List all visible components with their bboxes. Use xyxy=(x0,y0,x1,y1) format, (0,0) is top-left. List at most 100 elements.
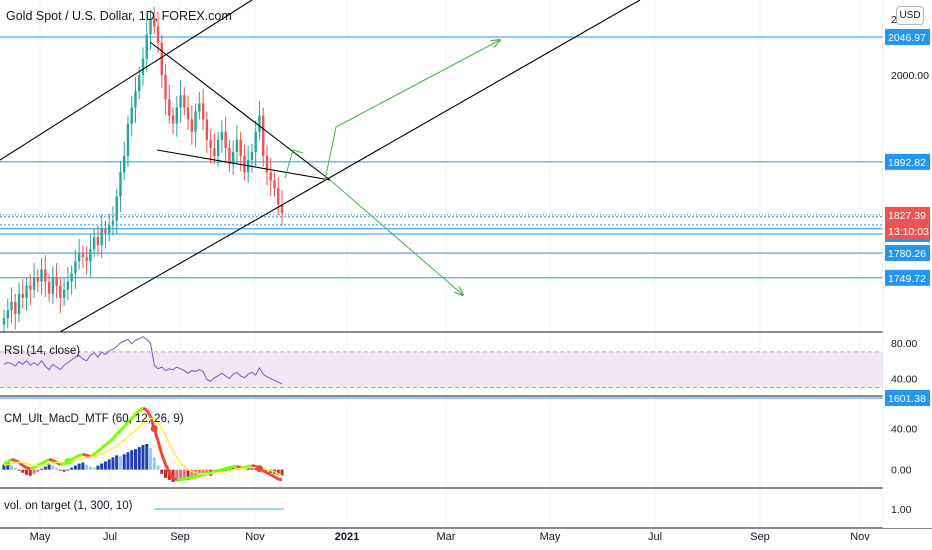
candle-body xyxy=(168,99,171,116)
macd-line-segment xyxy=(225,466,230,471)
candle-body xyxy=(171,115,175,124)
macd-line-segment xyxy=(108,437,114,444)
macd-histogram-bar xyxy=(81,462,85,470)
macd-line-segment xyxy=(7,458,13,463)
macd-line-segment xyxy=(86,453,91,458)
candle-body xyxy=(36,277,40,282)
time-tick-label: 2021 xyxy=(335,531,359,543)
bearish-projection-arrow xyxy=(329,179,463,295)
macd-histogram-bar xyxy=(246,467,250,470)
macd-histogram-bar xyxy=(25,469,29,475)
candle-body xyxy=(190,119,194,132)
countdown-tag: 13:10:03 xyxy=(888,226,929,238)
macd-histogram-bar xyxy=(164,469,168,478)
macd-histogram-bar xyxy=(36,469,40,472)
macd-line-segment xyxy=(130,413,137,420)
candle-body xyxy=(25,285,28,298)
currency-button[interactable]: USD xyxy=(896,6,924,25)
macd-histogram-bar xyxy=(141,445,145,470)
candle-body xyxy=(119,172,122,197)
vol-label: vol. on target (1, 300, 10) xyxy=(4,500,133,512)
candle-body xyxy=(160,42,163,75)
candle-body xyxy=(216,139,220,157)
macd-line-segment xyxy=(138,406,144,413)
candle-body xyxy=(115,196,118,221)
candle-body xyxy=(141,58,145,75)
rsi-band xyxy=(0,351,883,388)
price-axis[interactable]: 22000.002046.971892.821810.301803.711780… xyxy=(883,0,932,528)
candle-body xyxy=(74,261,77,274)
candle-body xyxy=(89,249,92,262)
candle-body xyxy=(156,26,160,43)
candle-body xyxy=(96,237,100,246)
macd-histogram-bar xyxy=(149,448,153,470)
macd-histogram-bar xyxy=(160,469,164,474)
macd-line-segment xyxy=(164,463,171,474)
macd-tick-label: 40.00 xyxy=(891,424,917,436)
horizontal-levels xyxy=(0,36,883,399)
macd-histogram-bar xyxy=(40,468,44,470)
candle-body xyxy=(134,91,137,108)
macd-line-segment xyxy=(48,457,54,462)
vertical-gridlines xyxy=(39,0,861,528)
level-price-tag: 1780.26 xyxy=(888,248,926,260)
level-price-tag-bg xyxy=(885,28,930,45)
macd-line-segment xyxy=(3,460,9,466)
candle-body xyxy=(198,103,201,112)
macd-line-segment xyxy=(277,477,283,482)
vol-tick-label: 1.00 xyxy=(891,504,912,516)
macd-histogram-bar xyxy=(201,469,205,475)
macd-line-segment xyxy=(270,473,276,479)
candle-body xyxy=(183,95,186,108)
time-tick-label: Nov xyxy=(245,531,265,543)
macd-histogram-bar xyxy=(2,464,6,470)
macd-histogram-bar xyxy=(182,469,186,478)
macd-histogram-bar xyxy=(100,463,104,470)
time-tick-label: Jul xyxy=(648,531,662,543)
candle-body xyxy=(175,107,179,124)
macd-histogram-bar xyxy=(21,469,25,473)
candle-body xyxy=(10,301,13,310)
macd-line-segment xyxy=(59,462,65,466)
level-price-tag-bg xyxy=(885,269,930,286)
candle-body xyxy=(254,131,257,152)
macd-line-segment xyxy=(119,425,126,432)
macd-histogram-bar xyxy=(13,467,17,470)
macd-line-segment xyxy=(213,469,219,474)
macd-line-segment xyxy=(123,421,130,428)
lower-channel-line xyxy=(59,0,641,333)
time-axis[interactable]: May Jul Sep Nov 2021 Mar May Jul Sep Nov xyxy=(30,531,871,543)
macd-histogram-bar xyxy=(10,465,14,470)
wedge-lower-line xyxy=(156,149,331,181)
macd-line-segment xyxy=(104,440,111,447)
macd-pane xyxy=(2,406,284,482)
candle-body xyxy=(149,18,152,35)
macd-line-segment xyxy=(273,475,279,481)
macd-line-segment xyxy=(134,409,141,416)
macd-histogram-bar xyxy=(186,469,190,480)
candle-body xyxy=(209,139,212,148)
candle-body xyxy=(243,156,246,173)
macd-histogram-bar xyxy=(88,466,92,470)
candle-body xyxy=(164,75,167,100)
candle-body xyxy=(269,172,272,181)
macd-histogram-bar xyxy=(276,469,280,475)
macd-histogram-bar xyxy=(145,444,149,470)
macd-line-segment xyxy=(40,460,47,465)
candle-body xyxy=(59,285,62,298)
macd-histogram-bar xyxy=(96,465,100,470)
macd-histogram-bar xyxy=(205,469,209,474)
macd-line-segment xyxy=(111,432,118,440)
macd-line-segment xyxy=(195,474,200,479)
macd-histogram-bar xyxy=(51,465,55,470)
candle-body xyxy=(273,180,276,189)
candle-body xyxy=(70,273,73,282)
macd-line-segment xyxy=(229,465,234,470)
candle-body xyxy=(111,220,115,225)
candle-body xyxy=(14,301,17,315)
macd-histogram-bar xyxy=(179,469,183,479)
macd-line-segment xyxy=(89,452,95,458)
macd-line-segment xyxy=(11,457,16,462)
candle-body xyxy=(235,139,239,152)
